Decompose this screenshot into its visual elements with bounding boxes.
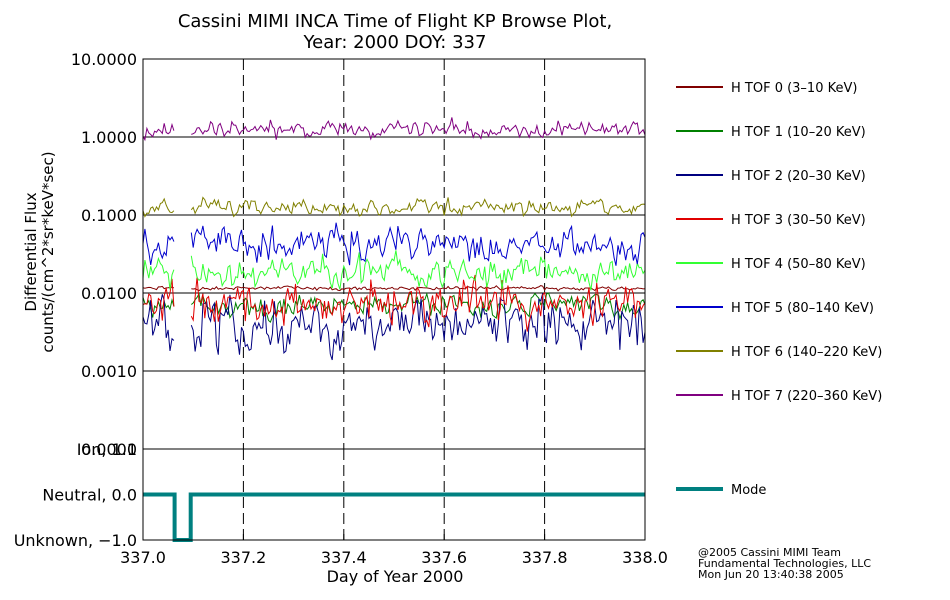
flux-series-line-2 [142, 293, 646, 361]
legend-label-mode: Mode [731, 483, 766, 498]
mode-series-line [143, 492, 645, 542]
legend-label-6: H TOF 6 (140–220 KeV) [731, 345, 882, 360]
x-ticks: 337.0 337.2 337.4 337.6 337.8 338.0 [120, 534, 668, 567]
flux-series-line-0 [142, 285, 646, 292]
mode-y-tick-label-0: Ion, 1.0 [77, 440, 137, 459]
legend-label-2: H TOF 2 (20–30 KeV) [731, 169, 866, 184]
flux-series-line-4 [142, 250, 646, 291]
x-tick-label-3: 337.6 [421, 548, 467, 567]
y-axis-label-line2: counts/(cm^2*sr*keV*sec) [39, 151, 57, 352]
credits-line3: Mon Jun 20 13:40:38 2005 [698, 568, 844, 581]
flux-y-tick-label-2: 0.1000 [81, 206, 137, 225]
x-tick-label-5: 338.0 [622, 548, 668, 567]
flux-y-tick-label-3: 0.0100 [81, 284, 137, 303]
flux-y-ticks: 10.0000 1.0000 0.1000 0.0100 0.0010 0.0001 [71, 50, 137, 459]
flux-series-line-6 [142, 196, 646, 218]
x-tick-label-4: 337.8 [522, 548, 568, 567]
x-axis-label: Day of Year 2000 [327, 567, 464, 586]
mode-y-tick-label-2: Unknown, −1.0 [14, 531, 137, 550]
flux-y-tick-label-0: 10.0000 [71, 50, 137, 69]
legend-label-3: H TOF 3 (30–50 KeV) [731, 213, 866, 228]
legend-label-1: H TOF 1 (10–20 KeV) [731, 125, 866, 140]
x-tick-label-1: 337.2 [220, 548, 266, 567]
mode-y-ticks: Ion, 1.0 Neutral, 0.0 Unknown, −1.0 [14, 440, 137, 550]
mode-series-group [143, 492, 645, 542]
credits-line1: @2005 Cassini MIMI Team [698, 546, 841, 559]
mode-frame-rect [142, 448, 646, 541]
x-tick-label-2: 337.4 [321, 548, 367, 567]
flux-series-line-3 [142, 274, 646, 332]
legend: H TOF 0 (3–10 KeV) H TOF 1 (10–20 KeV) H T… [676, 81, 882, 498]
legend-label-4: H TOF 4 (50–80 KeV) [731, 257, 866, 272]
flux-y-tick-label-5: 0.0001 [81, 440, 137, 459]
y-axis-label-line1: Differential Flux [22, 192, 40, 311]
flux-panel-grid [143, 58, 645, 450]
mode-panel-frame [142, 448, 646, 541]
credits-line2: Fundamental Technologies, LLC [698, 557, 871, 570]
plot-title-line2: Year: 2000 DOY: 337 [303, 32, 487, 53]
legend-label-7: H TOF 7 (220–360 KeV) [731, 389, 882, 404]
legend-label-5: H TOF 5 (80–140 KeV) [731, 301, 874, 316]
flux-series-line-5 [142, 222, 646, 266]
plot-title-line1: Cassini MIMI INCA Time of Flight KP Brow… [178, 11, 612, 32]
flux-y-tick-label-1: 1.0000 [81, 128, 137, 147]
legend-label-0: H TOF 0 (3–10 KeV) [731, 81, 857, 96]
flux-series-group [142, 117, 646, 361]
flux-frame-rect [142, 58, 646, 450]
flux-y-tick-label-4: 0.0010 [81, 362, 137, 381]
mode-y-tick-label-1: Neutral, 0.0 [42, 486, 137, 505]
flux-series-line-7 [142, 117, 646, 142]
flux-panel-frame [142, 58, 646, 450]
x-tick-label-0: 337.0 [120, 548, 166, 567]
